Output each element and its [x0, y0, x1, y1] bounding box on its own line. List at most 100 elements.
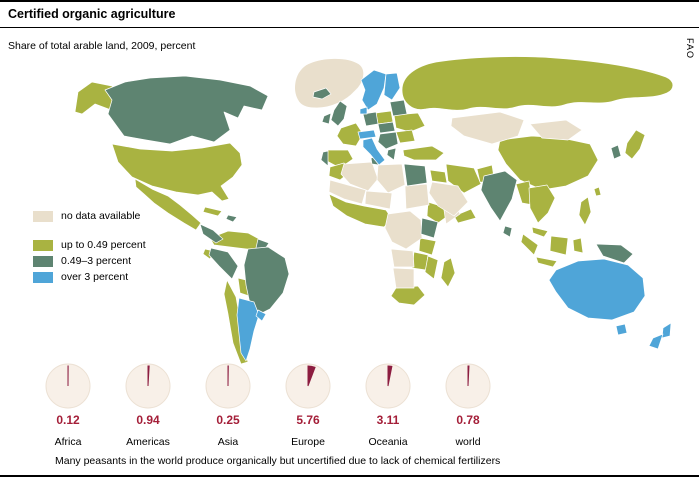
region-mozambique [424, 255, 439, 280]
region-portugal [320, 150, 329, 167]
legend-swatch-mid [33, 255, 53, 267]
region-argentina [236, 297, 260, 362]
region-niger-chad [364, 190, 393, 210]
region-france [336, 122, 364, 147]
region-angola [390, 248, 415, 268]
pie-value: 3.11 [376, 413, 400, 427]
region-czech-hungary [377, 121, 396, 134]
region-taiwan [593, 186, 602, 197]
region-sulawesi [572, 237, 584, 254]
region-uk [330, 100, 348, 127]
region-canada [104, 75, 269, 145]
region-borneo [549, 235, 569, 256]
region-egypt [403, 163, 428, 187]
region-scandinavia [360, 69, 387, 111]
region-uganda-kenya [420, 217, 439, 239]
pie-africa: 0.12 Africa [28, 362, 108, 448]
pie-region-label: world [455, 436, 481, 448]
region-finland [383, 72, 401, 101]
region-cuba [202, 206, 223, 217]
legend-item-high: over 3 percent [33, 271, 146, 283]
legend-item-low: up to 0.49 percent [33, 239, 146, 251]
pie-value: 0.94 [136, 413, 160, 427]
region-romania-bulgaria [395, 129, 416, 144]
region-mali-mauritania [328, 179, 367, 205]
region-yemen-oman [453, 208, 477, 224]
region-sudan [404, 183, 430, 210]
pie-chart-africa [45, 363, 91, 409]
pie-oceania: 3.11 Oceania [348, 362, 428, 448]
divider-under-title [0, 27, 699, 28]
pie-europe: 5.76 Europe [268, 362, 348, 448]
legend-swatch-high [33, 271, 53, 283]
region-central-america [199, 223, 224, 244]
pie-asia: 0.25 Asia [188, 362, 268, 448]
pie-chart-oceania [365, 363, 411, 409]
region-new-zealand-north [661, 322, 672, 339]
region-hispaniola [225, 214, 238, 223]
region-pies: 0.12 Africa 0.94 Americas 0.25 Asia 5.76… [28, 362, 508, 448]
legend-label: up to 0.49 percent [61, 239, 146, 251]
region-new-zealand-south [648, 333, 664, 350]
region-japan [624, 129, 646, 160]
legend-swatch-nodata [33, 210, 53, 222]
region-balkans [377, 131, 399, 150]
caption: Many peasants in the world produce organ… [55, 455, 501, 467]
region-tanzania [418, 237, 437, 256]
region-mongolia [529, 119, 583, 141]
region-ireland [321, 112, 332, 125]
pie-value: 5.76 [296, 413, 320, 427]
region-mexico [134, 178, 202, 231]
region-iceland [312, 87, 332, 100]
world-map [74, 56, 674, 365]
pie-region-label: Europe [291, 436, 325, 448]
region-saudi-arabia [428, 181, 469, 217]
legend-item-mid: 0.49–3 percent [33, 255, 146, 267]
subtitle: Share of total arable land, 2009, percen… [8, 40, 196, 52]
pie-world: 0.78 world [428, 362, 508, 448]
legend-label: no data available [61, 210, 141, 222]
regions-nodata [294, 58, 583, 289]
pie-wedge [307, 365, 316, 387]
region-usa [111, 142, 243, 202]
region-tasmania [615, 323, 628, 336]
pie-region-label: Oceania [368, 436, 408, 448]
region-turkey [402, 145, 445, 161]
page-title: Certified organic agriculture [8, 7, 176, 21]
region-sri-lanka [502, 225, 513, 238]
region-iraq [429, 169, 448, 184]
region-new-guinea [595, 243, 634, 264]
region-uruguay [255, 309, 267, 322]
region-alps [357, 129, 377, 140]
region-malaysia [531, 226, 549, 238]
region-kazakhstan [450, 111, 525, 145]
region-peru [208, 247, 239, 280]
pie-chart-europe [285, 363, 331, 409]
pie-chart-world [445, 363, 491, 409]
pie-region-label: Asia [217, 436, 239, 448]
pie-wedge [387, 365, 393, 387]
pie-wedge [467, 365, 470, 387]
legend: no data available up to 0.49 percent 0.4… [33, 210, 146, 287]
pie-chart-americas [125, 363, 171, 409]
legend-label: over 3 percent [61, 271, 129, 283]
region-brazil [243, 246, 290, 316]
source-label: FAO [685, 38, 695, 60]
region-ukraine [393, 112, 426, 133]
region-india [480, 170, 518, 222]
region-korea [610, 144, 622, 160]
region-australia [548, 258, 646, 321]
region-denmark [359, 106, 368, 115]
region-belarus-baltics [389, 99, 408, 117]
legend-swatch-low [33, 239, 53, 251]
region-italy [362, 137, 386, 166]
region-philippines [578, 196, 592, 226]
pie-value: 0.25 [216, 413, 240, 427]
pie-wedge [147, 365, 150, 387]
region-indochina [528, 184, 556, 224]
divider-top [0, 0, 699, 2]
region-south-africa [390, 285, 426, 306]
region-central-africa [384, 210, 423, 250]
pie-americas: 0.94 Americas [108, 362, 188, 448]
